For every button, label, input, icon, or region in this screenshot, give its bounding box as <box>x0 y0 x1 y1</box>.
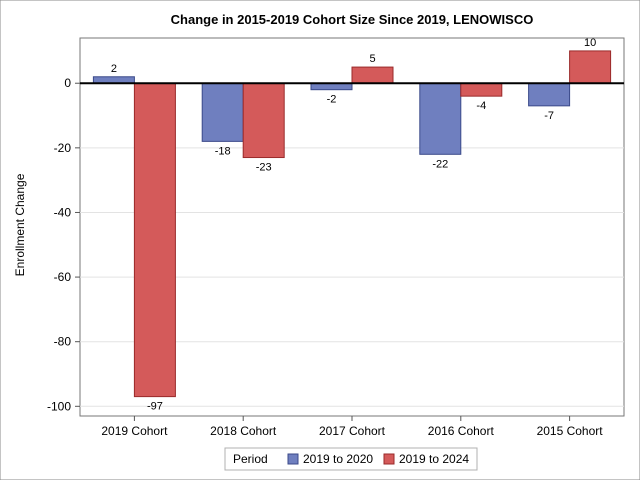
bar-2019-to-2020-2016-cohort <box>419 82 462 155</box>
legend-label-2019-to-2024: 2019 to 2024 <box>399 452 469 466</box>
y-tick-label: -20 <box>54 141 72 155</box>
y-axis-label: Enrollment Change <box>13 173 27 276</box>
legend: Period 2019 to 2020 2019 to 2024 <box>224 447 478 471</box>
legend-swatch-2019-to-2024 <box>383 453 395 465</box>
y-tick-label: -60 <box>54 270 72 284</box>
data-label-2019-to-2020-2016-cohort: -22 <box>432 158 448 170</box>
data-label-2019-to-2024-2016-cohort: -4 <box>476 100 486 112</box>
legend-title: Period <box>233 452 268 466</box>
bar-2019-to-2024-2017-cohort <box>351 66 394 84</box>
x-tick-label-2017-cohort: 2017 Cohort <box>319 424 386 438</box>
bar-2019-to-2024-2019-cohort <box>133 82 176 398</box>
bar-2019-to-2024-2018-cohort <box>242 82 285 159</box>
data-label-2019-to-2020-2015-cohort: -7 <box>544 110 554 122</box>
data-label-2019-to-2020-2017-cohort: -2 <box>327 94 337 106</box>
plot-area: 0 -20 -40 -60 -80 -100 2019 Cohort 2 -97 2018 Coh… <box>47 37 625 438</box>
legend-swatch-2019-to-2020 <box>287 453 299 465</box>
data-label-2019-to-2024-2019-cohort: -97 <box>147 401 163 413</box>
y-tick-label: -80 <box>54 335 72 349</box>
bar-2019-to-2024-2015-cohort <box>569 50 612 84</box>
x-tick-label-2019-cohort: 2019 Cohort <box>101 424 168 438</box>
legend-label-2019-to-2020: 2019 to 2020 <box>303 452 373 466</box>
data-label-2019-to-2020-2019-cohort: 2 <box>111 63 117 75</box>
x-tick-label-2015-cohort: 2015 Cohort <box>537 424 604 438</box>
chart-title: Change in 2015-2019 Cohort Size Since 20… <box>171 12 534 27</box>
bar-2019-to-2020-2018-cohort <box>201 82 244 142</box>
x-tick-label-2016-cohort: 2016 Cohort <box>428 424 495 438</box>
bar-2019-to-2020-2015-cohort <box>528 82 571 107</box>
data-label-2019-to-2020-2018-cohort: -18 <box>215 145 231 157</box>
data-label-2019-to-2024-2018-cohort: -23 <box>256 162 272 174</box>
y-tick-label: -100 <box>47 399 71 413</box>
y-tick-label: -40 <box>54 205 72 219</box>
bar-2019-to-2024-2016-cohort <box>460 82 503 97</box>
y-tick-label: 0 <box>64 76 71 90</box>
data-label-2019-to-2024-2017-cohort: 5 <box>369 53 375 65</box>
data-label-2019-to-2024-2015-cohort: 10 <box>584 37 596 49</box>
x-tick-label-2018-cohort: 2018 Cohort <box>210 424 277 438</box>
